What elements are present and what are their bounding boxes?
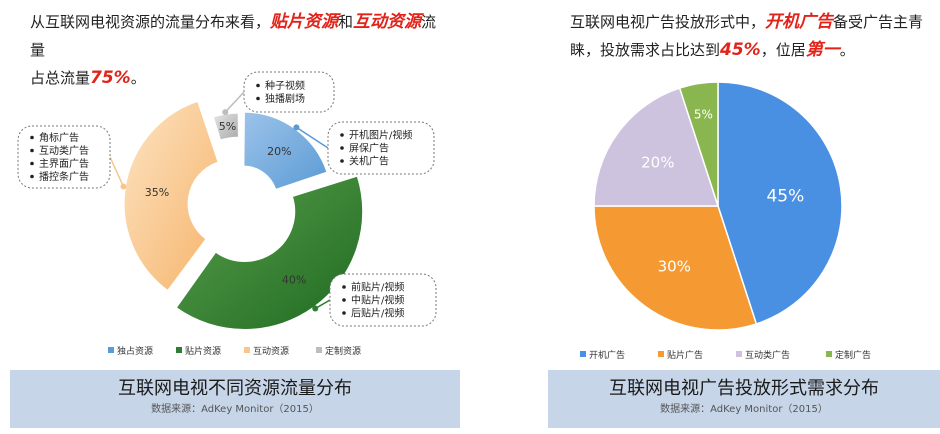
callout-item-interactive: 角标广告 <box>39 131 79 144</box>
callout-item-preroll: 前贴片/视频 <box>351 281 404 294</box>
legend-swatch-custom <box>316 347 322 353</box>
pie-slice-interactive <box>593 87 720 207</box>
donut-chart: 20% 40% 35% 5% 开机图片/视频屏保广告关机广告前贴片/视频中贴片/视频后… <box>17 71 437 357</box>
left-footer-source: 数据来源：AdKey Monitor（2015） <box>151 404 319 415</box>
callout-bullet <box>342 311 346 315</box>
right-footer: 互联网电视广告投放形式需求分布 数据来源：AdKey Monitor（2015） <box>548 370 940 428</box>
legend-label-interactive: 互动资源 <box>253 346 289 357</box>
right-headline-line2: 睐，投放需求占比达到45%，位居第一。 <box>570 36 940 64</box>
headline-text: ，位居 <box>760 41 806 59</box>
donut-slice-custom <box>212 112 239 141</box>
legend-swatch-exclusive <box>108 347 114 353</box>
callout-leader-custom <box>224 91 245 113</box>
callout-bullet <box>340 159 344 163</box>
left-headline-line2: 占总流量75%。 <box>30 64 450 92</box>
legend-label-custom: 定制资源 <box>325 345 361 357</box>
callout-bullet <box>30 148 34 153</box>
legend-swatch-preroll <box>658 351 664 357</box>
legend-swatch-custom <box>826 351 832 357</box>
callout-item-preroll: 后贴片/视频 <box>351 307 404 320</box>
legend-label-preroll: 贴片资源 <box>185 345 221 357</box>
callout-bullet <box>30 174 34 179</box>
callout-dot-exclusive <box>293 124 300 131</box>
pie-label-boot: 45% <box>766 186 804 206</box>
pie-label-preroll: 30% <box>658 257 691 275</box>
headline-text: 备受广告主青 <box>833 13 924 31</box>
donut-label-interactive: 35% <box>145 186 169 199</box>
callout-bullet <box>342 298 346 302</box>
callout-dot-interactive <box>120 183 127 190</box>
headline-text: 互联网电视广告投放形式中， <box>570 13 766 31</box>
pie-slice-preroll <box>593 205 758 331</box>
donut-label-exclusive: 20% <box>267 145 291 158</box>
right-footer-source: 数据来源：AdKey Monitor（2015） <box>660 404 828 415</box>
highlight-interactive: 互动资源 <box>353 12 422 32</box>
pie-slice-boot <box>717 81 843 325</box>
donut-label-preroll: 40% <box>282 273 306 286</box>
legend-label-preroll: 贴片广告 <box>667 349 703 361</box>
right-headline-line1: 互联网电视广告投放形式中，开机广告备受广告主青 <box>570 8 940 36</box>
donut-label-custom: 5% <box>219 120 236 133</box>
pie-label-custom: 5% <box>694 107 713 121</box>
left-panel: 从互联网电视资源的流量分布来看，贴片资源和互动资源流量 占总流量75%。 20%… <box>10 8 460 428</box>
callout-item-interactive: 播控条广告 <box>39 170 89 183</box>
legend-swatch-preroll <box>176 347 182 353</box>
callout-box-preroll <box>329 273 437 327</box>
callout-bullet <box>256 96 260 101</box>
legend-label-custom: 定制广告 <box>835 349 871 361</box>
highlight-percent: 45% <box>720 40 761 60</box>
callout-item-exclusive: 屏保广告 <box>349 142 389 155</box>
highlight-percent: 75% <box>90 68 131 88</box>
headline-text: 睐，投放需求占比达到 <box>570 41 721 59</box>
callout-leader-interactive <box>109 156 125 187</box>
legend-label-interactive: 互动类广告 <box>745 349 790 361</box>
headline-text: 占总流量 <box>30 69 91 87</box>
headline-text: 从互联网电视资源的流量分布来看， <box>30 13 271 31</box>
callout-box-custom <box>243 71 335 113</box>
pie-chart: 45% 30% 20% 5% 开机广告 贴片广告 互动类广告 定制广告 <box>580 81 871 361</box>
legend-label-exclusive: 独占资源 <box>117 345 153 357</box>
callout-dot-preroll <box>312 305 319 312</box>
callout-item-custom: 种子视频 <box>265 79 305 92</box>
callout-bullet <box>30 161 34 166</box>
callout-item-interactive: 互动类广告 <box>39 144 89 157</box>
left-headline: 从互联网电视资源的流量分布来看，贴片资源和互动资源流量 占总流量75%。 <box>30 8 450 92</box>
callout-leader-exclusive <box>296 126 329 149</box>
left-footer-title: 互联网电视不同资源流量分布 <box>118 378 352 399</box>
callout-item-exclusive: 开机图片/视频 <box>349 129 412 142</box>
callout-item-interactive: 主界面广告 <box>39 157 89 170</box>
highlight-first: 第一 <box>805 40 840 60</box>
callout-item-exclusive: 关机广告 <box>349 155 389 168</box>
pie-slice-custom <box>678 81 719 207</box>
headline-text: 。 <box>839 41 855 59</box>
headline-text: 流量 <box>30 13 437 59</box>
callout-bullet <box>256 83 260 88</box>
highlight-boot-ad: 开机广告 <box>765 12 834 32</box>
donut-slice-interactive <box>123 100 219 292</box>
callout-dot-custom <box>222 109 229 116</box>
legend-label-boot: 开机广告 <box>589 349 625 361</box>
right-footer-title: 互联网电视广告投放形式需求分布 <box>609 378 879 399</box>
headline-text: 。 <box>130 69 146 87</box>
donut-slice-exclusive <box>243 111 328 190</box>
right-panel: 互联网电视广告投放形式中，开机广告备受广告主青 睐，投放需求占比达到45%，位居… <box>540 0 940 434</box>
callout-bullet <box>30 135 34 140</box>
callout-item-custom: 独播剧场 <box>265 92 305 105</box>
left-footer: 互联网电视不同资源流量分布 数据来源：AdKey Monitor（2015） <box>10 370 460 428</box>
legend-swatch-interactive <box>736 351 742 357</box>
callout-bullet <box>342 285 346 289</box>
callout-bullet <box>340 133 344 137</box>
headline-text: 和 <box>338 13 354 31</box>
callout-item-preroll: 中贴片/视频 <box>351 294 404 307</box>
pie-label-interactive: 20% <box>641 154 674 172</box>
donut-slice-preroll <box>175 175 364 330</box>
legend-swatch-boot <box>580 351 586 357</box>
highlight-preroll: 贴片资源 <box>270 12 339 32</box>
callout-box-interactive <box>17 125 111 189</box>
callout-box-exclusive <box>327 121 435 175</box>
callout-bullet <box>340 146 344 150</box>
left-headline-line1: 从互联网电视资源的流量分布来看，贴片资源和互动资源流量 <box>30 8 450 64</box>
legend-swatch-interactive <box>244 347 250 353</box>
right-headline: 互联网电视广告投放形式中，开机广告备受广告主青 睐，投放需求占比达到45%，位居… <box>570 8 940 64</box>
